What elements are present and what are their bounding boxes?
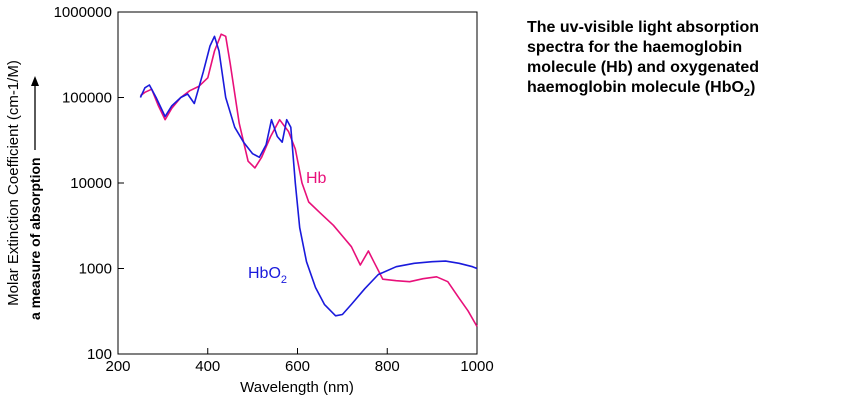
caption-line-2: spectra for the haemoglobin [527,39,743,56]
y-tick-label: 10000 [70,175,112,192]
series-label-hbo2: HbO2 [248,265,287,286]
caption-line-1: The uv-visible light absorption [527,19,760,36]
series-lines [139,33,478,327]
absorption-chart: 200 400 600 800 1000 100 1000 10000 100000 10000… [5,4,494,396]
y-axis-ticks: 100 1000 10000 100000 1000000 [54,4,124,363]
x-tick-label: 800 [375,358,400,375]
series-line-hb [139,33,478,327]
y-tick-label: 100 [87,346,112,363]
caption-line-4-end: ) [750,79,756,96]
y-tick-label: 1000 [79,261,112,278]
caption-line-3: molecule (Hb) and oxygenated [527,59,760,76]
y-axis-note-group: a measure of absorption [27,76,43,320]
x-tick-label: 400 [195,358,220,375]
x-axis-title: Wavelength (nm) [240,379,354,396]
series-label-hbo2-sub: 2 [281,274,287,286]
y-axis-note-arrowhead [31,76,39,86]
series-label-hb: Hb [306,170,327,187]
x-tick-label: 600 [285,358,310,375]
y-tick-label: 100000 [62,90,112,107]
x-axis-ticks: 200 400 600 800 1000 [105,348,494,375]
series-line-hbo2 [139,35,478,317]
series-label-hbo2-main: HbO [248,265,281,282]
caption-line-4-main: haemoglobin molecule (HbO [527,79,744,96]
caption-line-4: haemoglobin molecule (HbO2) [527,78,847,100]
y-axis-title: Molar Extinction Coefficient (cm-1/M) [5,60,22,306]
caption-line-4-sub: 2 [743,87,751,100]
x-tick-label: 1000 [460,358,493,375]
x-tick-label: 200 [105,358,130,375]
y-tick-label: 1000000 [54,4,112,21]
y-axis-note: a measure of absorption [27,157,43,320]
plot-area-frame [117,11,478,355]
figure-caption: The uv-visible light absorption spectra … [527,18,847,100]
